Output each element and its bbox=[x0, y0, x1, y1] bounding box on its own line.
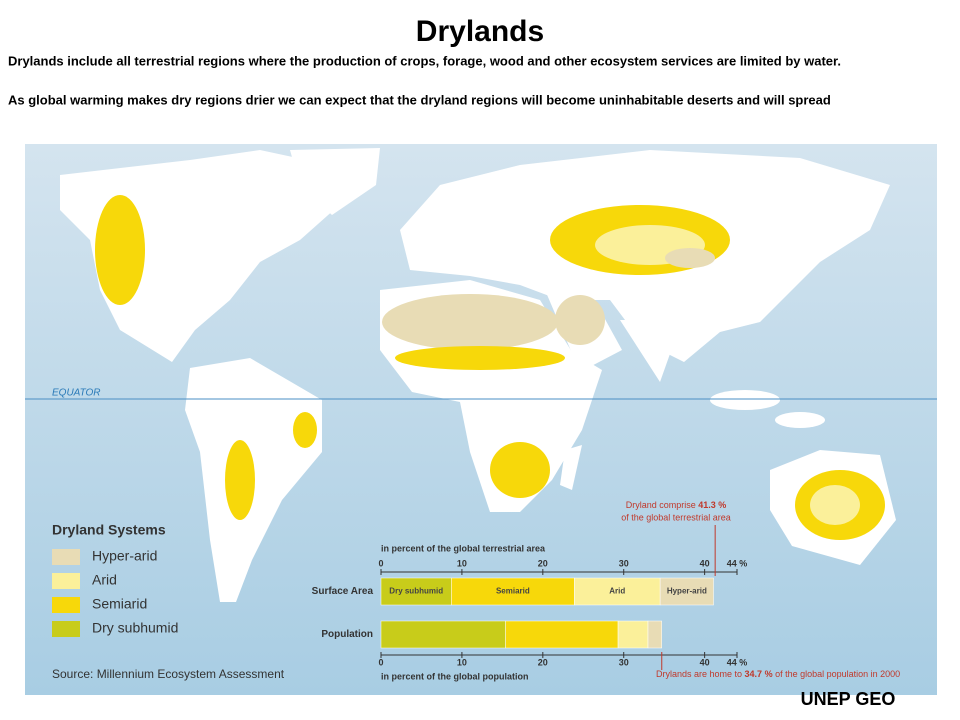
legend-swatch bbox=[52, 549, 80, 565]
bar-segment bbox=[380, 620, 506, 649]
y-tick-label: Surface Area bbox=[312, 586, 374, 597]
bar-segment bbox=[647, 620, 663, 649]
x-tick-label: 30 bbox=[619, 657, 629, 667]
legend-swatch bbox=[52, 597, 80, 613]
legend: Hyper-arid Arid Semiarid Dry subhumid bbox=[52, 548, 178, 637]
legend-label: Hyper-arid bbox=[92, 548, 157, 564]
x-tick-label: 10 bbox=[457, 657, 467, 667]
annotation-value: 41.3 % bbox=[698, 500, 726, 510]
paragraph: As global warming makes dry regions drie… bbox=[8, 92, 831, 107]
x-tick-label: 30 bbox=[619, 558, 629, 568]
map: EQUATOR Dryland Systems Hyper-arid Arid Se… bbox=[25, 144, 937, 695]
annotation: Dryland comprise 41.3 % bbox=[626, 500, 727, 510]
x-tick-label: 40 bbox=[700, 657, 710, 667]
legend-swatch bbox=[52, 621, 80, 637]
annotation-text: of the global population in 2000 bbox=[773, 669, 901, 679]
x-tick-label: 20 bbox=[538, 558, 548, 568]
axis-title: in percent of the global population bbox=[381, 671, 529, 681]
x-tick-label: 44 % bbox=[727, 657, 748, 667]
legend-label: Arid bbox=[92, 572, 117, 588]
legend-label: Semiarid bbox=[92, 596, 147, 612]
dryland-areas bbox=[95, 195, 885, 540]
legend-label: Dry subhumid bbox=[92, 620, 178, 636]
bar-segment bbox=[659, 577, 714, 606]
annotation-text: Drylands are home to bbox=[656, 669, 745, 679]
slide-title: Drylands bbox=[416, 15, 544, 48]
legend-title: Dryland Systems bbox=[52, 522, 166, 538]
annotation-text: of the global terrestrial area bbox=[621, 512, 731, 522]
source: Source: Millennium Ecosystem Assessment bbox=[52, 667, 285, 681]
x-tick-label: 20 bbox=[538, 657, 548, 667]
x-tick-label: 0 bbox=[378, 657, 383, 667]
segment-label: Hyper-arid bbox=[667, 587, 707, 596]
credit: UNEP GEO bbox=[801, 689, 896, 709]
y-tick-label: Population bbox=[321, 629, 373, 640]
segment-label: Dry subhumid bbox=[389, 587, 443, 596]
annotation-value: 34.7 % bbox=[745, 669, 773, 679]
x-tick-label: 0 bbox=[378, 558, 383, 568]
equator-label: EQUATOR bbox=[52, 388, 101, 399]
bar-segment bbox=[574, 577, 661, 606]
annotation-text: Dryland comprise bbox=[626, 500, 699, 510]
segment-label: Semiarid bbox=[496, 587, 530, 596]
annotation: Drylands are home to 34.7 % of the globa… bbox=[656, 669, 900, 679]
bar-chart: in percent of the global terrestrial are… bbox=[312, 500, 901, 681]
segment-label: Arid bbox=[609, 587, 625, 596]
bar-segment bbox=[617, 620, 649, 649]
bar-segment bbox=[451, 577, 575, 606]
x-tick-label: 40 bbox=[700, 558, 710, 568]
bar-segment bbox=[505, 620, 619, 649]
legend-swatch bbox=[52, 573, 80, 589]
x-tick-label: 44 % bbox=[727, 558, 748, 568]
axis-title: in percent of the global terrestrial are… bbox=[381, 543, 546, 553]
x-tick-label: 10 bbox=[457, 558, 467, 568]
paragraph: Drylands include all terrestrial regions… bbox=[8, 53, 841, 68]
